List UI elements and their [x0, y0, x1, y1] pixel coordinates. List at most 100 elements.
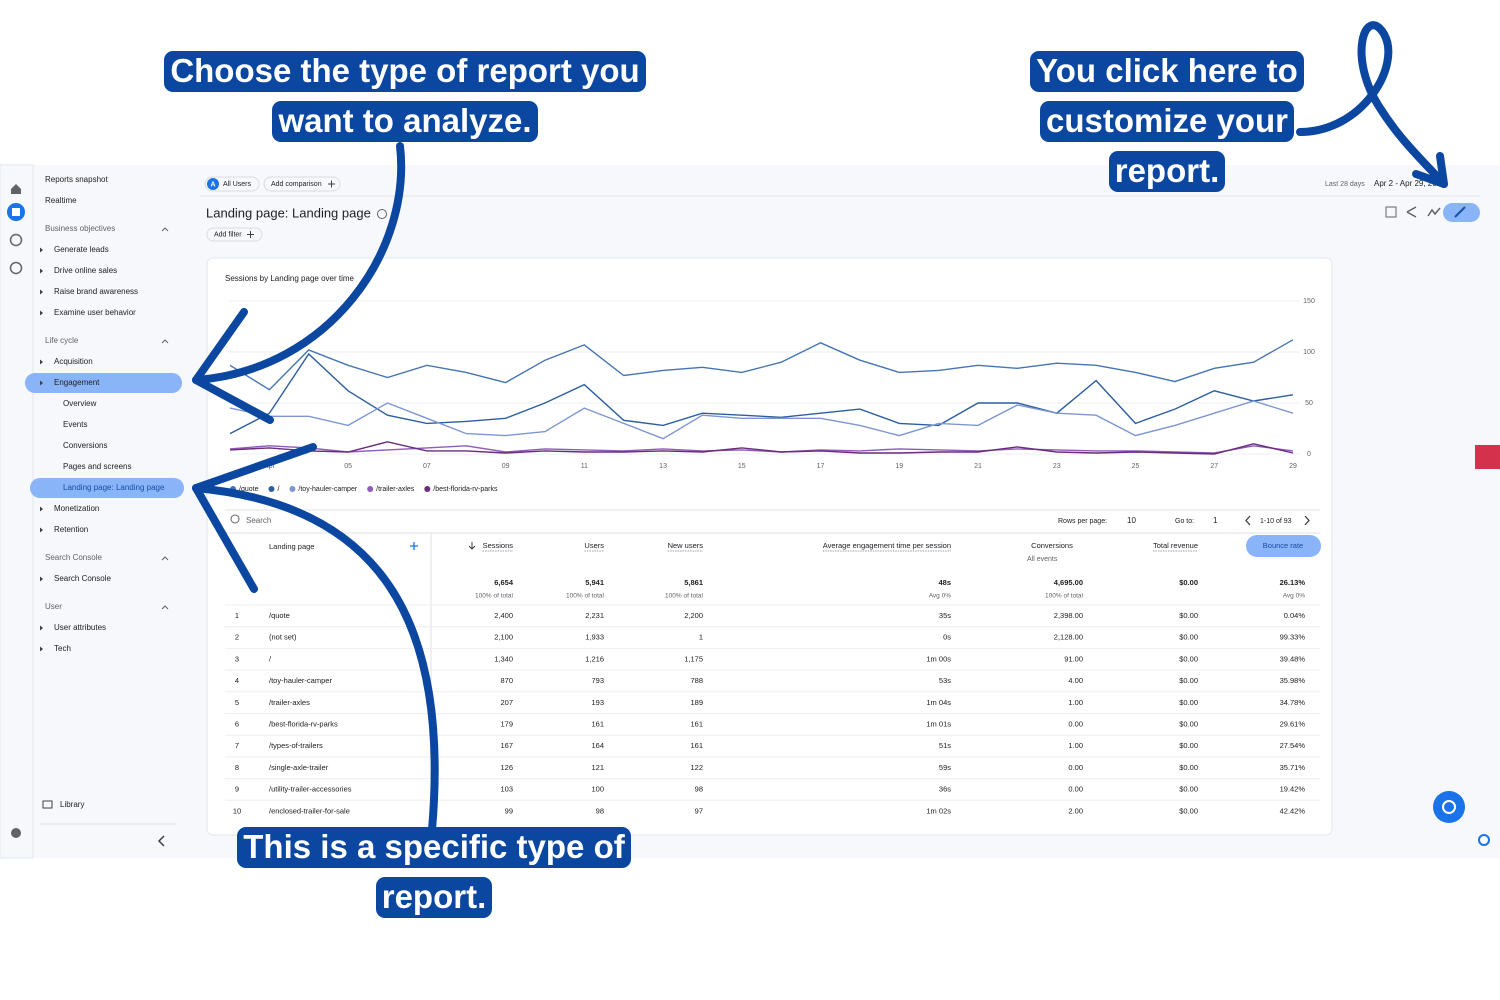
cell: 4.00 — [1068, 676, 1083, 685]
expand-caret[interactable] — [40, 506, 43, 512]
goto-input[interactable]: 1 — [1213, 516, 1218, 525]
nav-item[interactable]: User attributes — [54, 623, 106, 632]
column-header[interactable]: Bounce rate — [1263, 541, 1303, 550]
share-icon[interactable] — [1406, 206, 1417, 218]
nav-subitem[interactable]: Landing page: Landing page — [63, 483, 165, 492]
nav-item[interactable]: Library — [60, 800, 84, 809]
pagination-arrows[interactable] — [1245, 515, 1310, 526]
nav-section-title[interactable]: Search Console — [45, 553, 102, 562]
section-chevron — [161, 227, 169, 232]
cell: 2,231 — [585, 611, 604, 620]
cell: 1.00 — [1068, 741, 1083, 750]
add-comparison[interactable]: Add comparison — [271, 181, 322, 188]
column-header[interactable]: Landing page — [269, 542, 314, 551]
collapse-icon[interactable] — [157, 835, 165, 847]
bounce-rate-highlight[interactable] — [1246, 535, 1321, 557]
cell: 97 — [695, 806, 703, 815]
x-tick-label: 29 — [1289, 463, 1297, 470]
legend-label[interactable]: / — [277, 486, 279, 493]
cell: $0.00 — [1179, 698, 1198, 707]
add-comparison-chip[interactable] — [263, 176, 341, 192]
nav-section-title[interactable]: User — [45, 602, 62, 611]
extension-tab[interactable] — [1475, 445, 1500, 469]
nav-item[interactable]: Raise brand awareness — [54, 287, 138, 296]
expand-caret[interactable] — [40, 359, 43, 365]
nav-item[interactable]: Search Console — [54, 574, 111, 583]
add-filter[interactable]: Add filter — [214, 231, 242, 238]
cell: 870 — [500, 676, 513, 685]
nav-subitem[interactable]: Pages and screens — [63, 462, 132, 471]
cell: 1.00 — [1068, 698, 1083, 707]
nav-subitem[interactable]: Overview — [63, 399, 97, 408]
cell: 121 — [591, 763, 604, 772]
goto-label: Go to: — [1175, 518, 1194, 525]
expand-caret[interactable] — [40, 380, 43, 386]
add-dimension-icon[interactable] — [410, 542, 418, 550]
nav-item[interactable]: Acquisition — [54, 357, 93, 366]
home-icon[interactable] — [11, 184, 21, 194]
cell: 34.78% — [1280, 698, 1306, 707]
expand-caret[interactable] — [40, 247, 43, 253]
row-index: 10 — [233, 806, 241, 815]
column-header[interactable]: Average engagement time per session — [823, 541, 951, 550]
rows-per-page[interactable]: 10 — [1127, 516, 1136, 525]
nav-item[interactable]: Examine user behavior — [54, 308, 136, 317]
expand-caret[interactable] — [40, 268, 43, 274]
expand-caret[interactable] — [40, 625, 43, 631]
insights-icon[interactable] — [1427, 207, 1441, 217]
column-header[interactable]: Total revenue — [1153, 541, 1198, 550]
expand-caret[interactable] — [40, 646, 43, 652]
segment-initial: A — [210, 181, 215, 188]
nav-section-title[interactable]: Business objectives — [45, 224, 115, 233]
cell: 51s — [939, 741, 951, 750]
expand-caret[interactable] — [40, 527, 43, 533]
nav-section-title[interactable]: Life cycle — [45, 336, 79, 345]
nav-item[interactable]: Drive online sales — [54, 266, 117, 275]
segment-chip[interactable] — [204, 176, 260, 192]
nav-item[interactable]: Retention — [54, 525, 88, 534]
library-icon — [42, 800, 53, 809]
conversions-filter[interactable]: All events — [1027, 556, 1058, 563]
expand-caret[interactable] — [40, 289, 43, 295]
nav-item[interactable]: Tech — [54, 644, 71, 653]
column-header[interactable]: New users — [668, 541, 704, 550]
nav-item[interactable]: Generate leads — [54, 245, 109, 254]
segment-label: All Users — [223, 181, 252, 188]
help-icon[interactable] — [1478, 834, 1490, 846]
nav-subitem[interactable]: Events — [63, 420, 87, 429]
settings-icon[interactable] — [11, 828, 21, 838]
legend-label[interactable]: /trailer-axles — [376, 486, 415, 493]
nav-item[interactable]: Monetization — [54, 504, 99, 513]
expand-caret[interactable] — [40, 310, 43, 316]
legend-label[interactable]: /quote — [239, 486, 259, 493]
assistant-button[interactable] — [1433, 791, 1465, 823]
x-tick-label: 23 — [1053, 463, 1061, 470]
nav-item[interactable]: Reports snapshot — [45, 175, 108, 184]
y-tick-label: 50 — [1305, 400, 1313, 407]
legend-label[interactable]: /toy-hauler-camper — [298, 486, 357, 493]
search-input[interactable]: Search — [246, 516, 271, 525]
nav-item[interactable]: Engagement — [54, 378, 100, 387]
cell: 167 — [500, 741, 513, 750]
total-value: 5,941 — [585, 578, 604, 587]
nav-item[interactable]: Realtime — [45, 196, 77, 205]
page-title: Landing page: Landing page — [206, 205, 371, 220]
cell: 0.04% — [1284, 611, 1306, 620]
expand-caret[interactable] — [40, 576, 43, 582]
legend-label[interactable]: /best-florida-rv-parks — [433, 486, 498, 493]
advertising-icon[interactable] — [9, 261, 23, 275]
date-range[interactable]: Apr 2 - Apr 29, 2024 — [1374, 179, 1446, 188]
customize-report-button[interactable] — [1443, 203, 1480, 222]
edit-comparison-icon[interactable] — [1385, 206, 1397, 218]
sort-arrow — [468, 542, 476, 550]
nav-subitem[interactable]: Conversions — [63, 441, 107, 450]
legend-swatch — [289, 486, 296, 492]
cell: 2.00 — [1068, 806, 1083, 815]
explore-icon[interactable] — [9, 233, 23, 247]
column-header[interactable]: Users — [584, 541, 604, 550]
column-header[interactable]: Sessions — [483, 541, 514, 550]
plus-icon — [247, 231, 254, 238]
add-filter-chip[interactable] — [206, 227, 263, 242]
column-header[interactable]: Conversions — [1031, 541, 1073, 550]
cell: 99 — [505, 806, 513, 815]
